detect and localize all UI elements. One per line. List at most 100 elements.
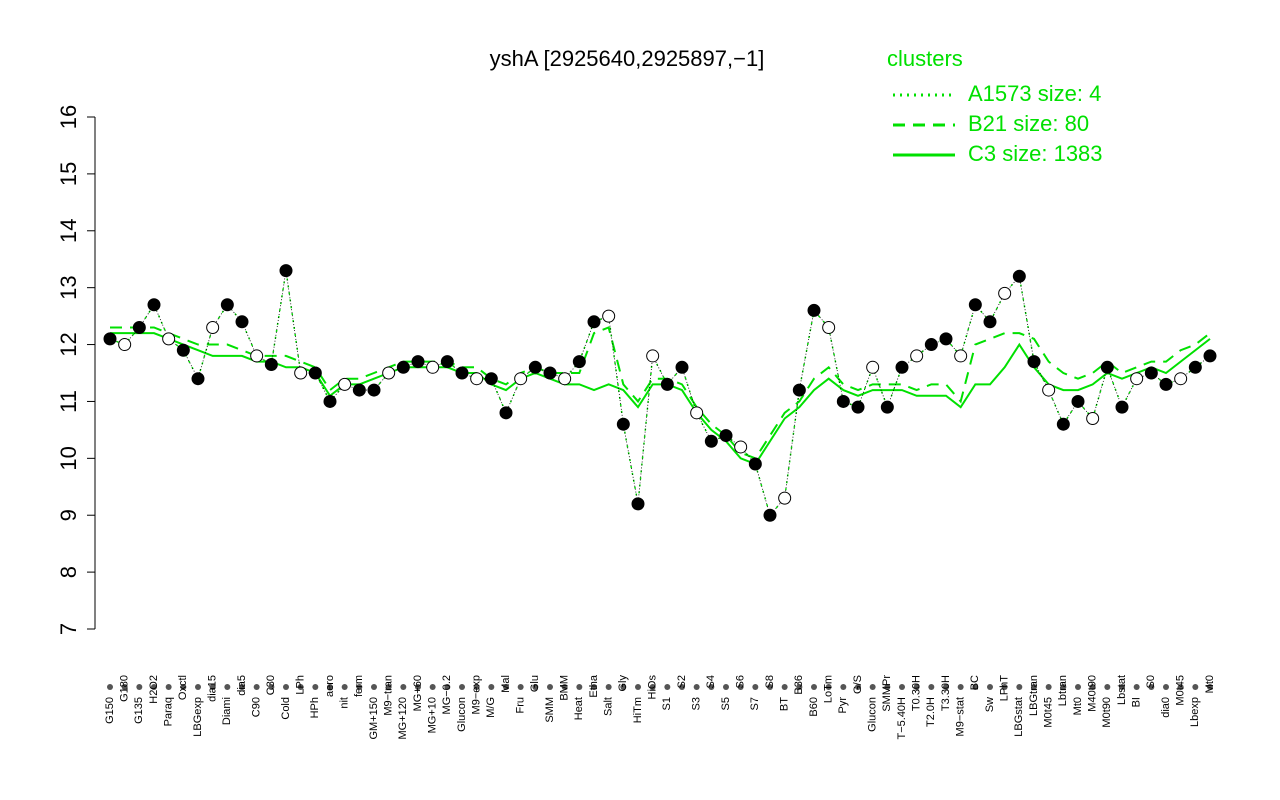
x-tick [840, 684, 847, 690]
data-point [602, 309, 616, 323]
legend-title: clusters [887, 46, 963, 71]
y-tick-label: 8 [56, 566, 81, 578]
data-point [338, 377, 352, 391]
chart-title: yshA [2925640,2925897,−1] [490, 46, 765, 71]
data-point [176, 343, 190, 357]
y-tick-label: 9 [56, 509, 81, 521]
x-tick [576, 684, 583, 690]
x-tick-label: Mt0 [1072, 697, 1084, 715]
x-tick [1075, 684, 1081, 690]
data-point [1174, 372, 1188, 386]
x-tick [943, 684, 949, 690]
x-tick-label: S7 [749, 697, 761, 710]
data-point [426, 360, 440, 374]
data-point [895, 360, 909, 374]
x-tick [1177, 684, 1184, 690]
data-point [866, 360, 880, 374]
data-point [983, 315, 997, 329]
x-tick [664, 684, 671, 690]
x-tick-label: SMM [544, 697, 556, 723]
x-tick [136, 684, 143, 690]
data-point [572, 355, 586, 369]
x-tick [356, 684, 363, 690]
x-tick-label: H2O2 [148, 675, 160, 704]
x-tick [1060, 684, 1067, 690]
x-tick [767, 684, 773, 690]
x-tick-label: HiTm [632, 697, 644, 723]
x-tick [679, 684, 685, 690]
data-point [382, 366, 396, 380]
x-tick [283, 684, 289, 690]
data-point [954, 349, 968, 363]
x-tick-label: ferm [353, 675, 365, 697]
data-point [690, 406, 704, 420]
data-point [484, 372, 498, 386]
x-tick [327, 684, 333, 690]
x-tick [312, 684, 319, 690]
data-point [499, 406, 513, 420]
data-point [1027, 355, 1041, 369]
x-tick [1133, 684, 1140, 690]
x-tick-label: BT [779, 697, 791, 711]
x-tick [855, 684, 861, 690]
x-tick [796, 684, 803, 690]
x-tick-label: T3.30H [940, 675, 952, 711]
x-tick-label: M/G [485, 697, 497, 718]
data-point [235, 315, 249, 329]
x-tick-label: M9−tran [383, 675, 395, 716]
x-tick [1001, 684, 1008, 690]
x-tick [547, 684, 553, 690]
x-tick [253, 684, 260, 690]
x-tick [429, 684, 436, 690]
x-tick-label: Oxctl [177, 675, 189, 700]
data-point [939, 332, 953, 346]
data-point [308, 366, 322, 380]
x-tick [620, 684, 627, 690]
y-tick-label: 14 [56, 219, 81, 243]
x-tick [928, 684, 935, 690]
data-point [646, 349, 660, 363]
x-tick-label: MG+60 [412, 675, 424, 711]
x-tick-label: Diami [221, 697, 233, 725]
x-tick [869, 684, 876, 690]
x-tick-label: LBGexp [192, 697, 204, 737]
x-tick-label: Etha [588, 674, 600, 698]
data-point [675, 360, 689, 374]
x-tick-label: S0 [1145, 675, 1157, 688]
x-tick-label: G/S [852, 675, 864, 694]
x-tick [1089, 684, 1096, 690]
x-tick [268, 684, 275, 690]
x-tick [121, 684, 128, 690]
data-point [924, 338, 938, 352]
x-tick [503, 684, 509, 690]
x-tick-label: BI [1131, 697, 1143, 707]
x-tick-label: M0t45 [1043, 697, 1055, 728]
y-tick-label: 15 [56, 162, 81, 186]
data-point [264, 357, 278, 371]
data-point [1115, 400, 1129, 414]
data-point [1012, 269, 1026, 283]
data-point [1071, 394, 1085, 408]
x-tick-label: Cold [280, 697, 292, 720]
x-tick-label: Lbtran [1057, 675, 1069, 706]
legend-label: B21 size: 80 [968, 111, 1089, 136]
data-point [1203, 349, 1217, 363]
x-tick-label: G135 [133, 697, 145, 724]
data-point [558, 372, 572, 386]
x-tick [532, 684, 539, 690]
data-point [822, 320, 836, 334]
data-point [1130, 372, 1144, 386]
data-point [719, 429, 733, 443]
x-tick-label: LBGstat [1013, 697, 1025, 737]
x-tick [297, 684, 304, 690]
x-tick-label: B60 [808, 697, 820, 717]
cluster-line [110, 326, 1211, 460]
x-tick [693, 684, 700, 690]
x-tick [1031, 684, 1037, 690]
x-tick-label: Glucon [867, 697, 879, 732]
x-tick-label: Fru [515, 697, 527, 714]
x-tick [957, 684, 964, 690]
x-tick-label: Mal [500, 675, 512, 693]
x-tick-label: dia15 [207, 675, 219, 702]
x-tick-label: T−5.40H [896, 697, 908, 740]
